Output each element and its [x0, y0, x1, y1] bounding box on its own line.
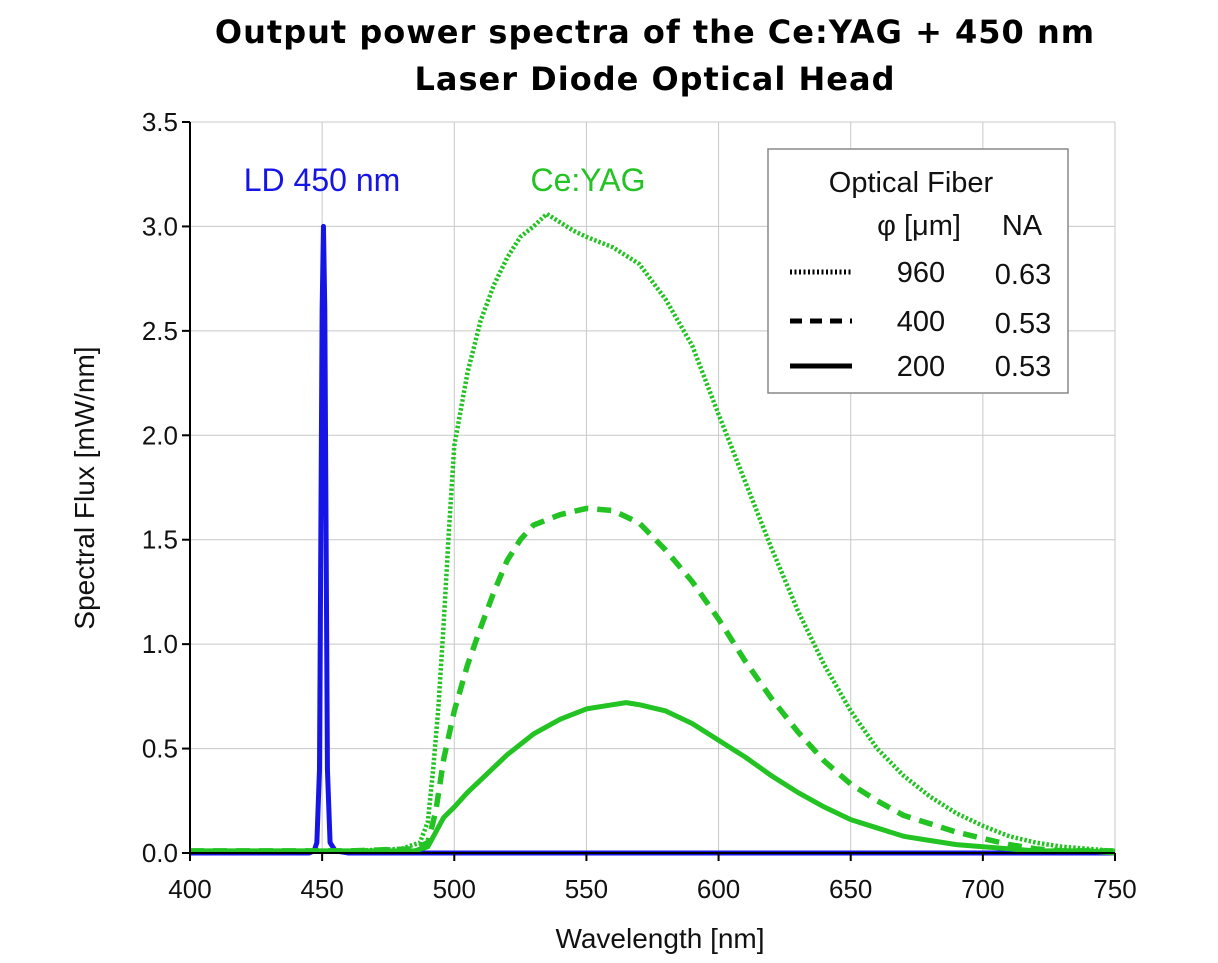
y-tick-label: 1.5 — [142, 525, 178, 555]
x-tick-label: 700 — [961, 874, 1004, 904]
legend-na-200: 0.53 — [995, 351, 1051, 383]
y-tick-label: 2.0 — [142, 420, 178, 450]
x-axis-label: Wavelength [nm] — [555, 923, 764, 954]
legend-na-400: 0.53 — [995, 308, 1051, 340]
ld-annotation: LD 450 nm — [244, 162, 401, 198]
legend-diameter-header: φ [μm] — [877, 210, 961, 242]
series-line-ceyag-solid — [190, 700, 1116, 856]
legend-na-960: 0.63 — [995, 259, 1051, 291]
x-tick-label: 450 — [300, 874, 343, 904]
series-line-ceyag-dashed — [190, 505, 1115, 854]
y-tick-label: 0.0 — [142, 838, 178, 868]
y-tick-label: 1.0 — [142, 629, 178, 659]
legend-na-header: NA — [1002, 210, 1043, 242]
series-line-ceyag-dotted — [190, 211, 1116, 854]
y-tick-label: 2.5 — [142, 316, 178, 346]
y-tick-label: 0.5 — [142, 734, 178, 764]
legend-diameter-400: 400 — [897, 306, 945, 338]
y-axis-label: Spectral Flux [mW/nm] — [69, 346, 100, 629]
legend-title: Optical Fiber — [829, 167, 994, 199]
y-tick-label: 3.5 — [142, 107, 178, 137]
x-tick-label: 600 — [697, 874, 740, 904]
axes: 400 450 500 550 600 650 700 750 0.0 0.5 1.0 1.5 2.0 2… — [142, 107, 1137, 904]
x-tick-label: 400 — [168, 874, 211, 904]
x-tick-label: 650 — [829, 874, 872, 904]
x-tick-label: 500 — [433, 874, 476, 904]
ceyag-annotation: Ce:YAG — [531, 162, 646, 198]
chart-title-line1: Output power spectra of the Ce:YAG + 450… — [215, 13, 1095, 51]
legend-diameter-960: 960 — [897, 257, 945, 289]
legend-diameter-200: 200 — [897, 351, 945, 383]
x-tick-label: 550 — [565, 874, 608, 904]
x-tick-label: 750 — [1093, 874, 1136, 904]
legend: Optical Fiber φ [μm] NA 960 0.63 400 0.5… — [767, 148, 1069, 394]
chart-title-line2: Laser Diode Optical Head — [415, 60, 896, 98]
y-tick-label: 3.0 — [142, 211, 178, 241]
